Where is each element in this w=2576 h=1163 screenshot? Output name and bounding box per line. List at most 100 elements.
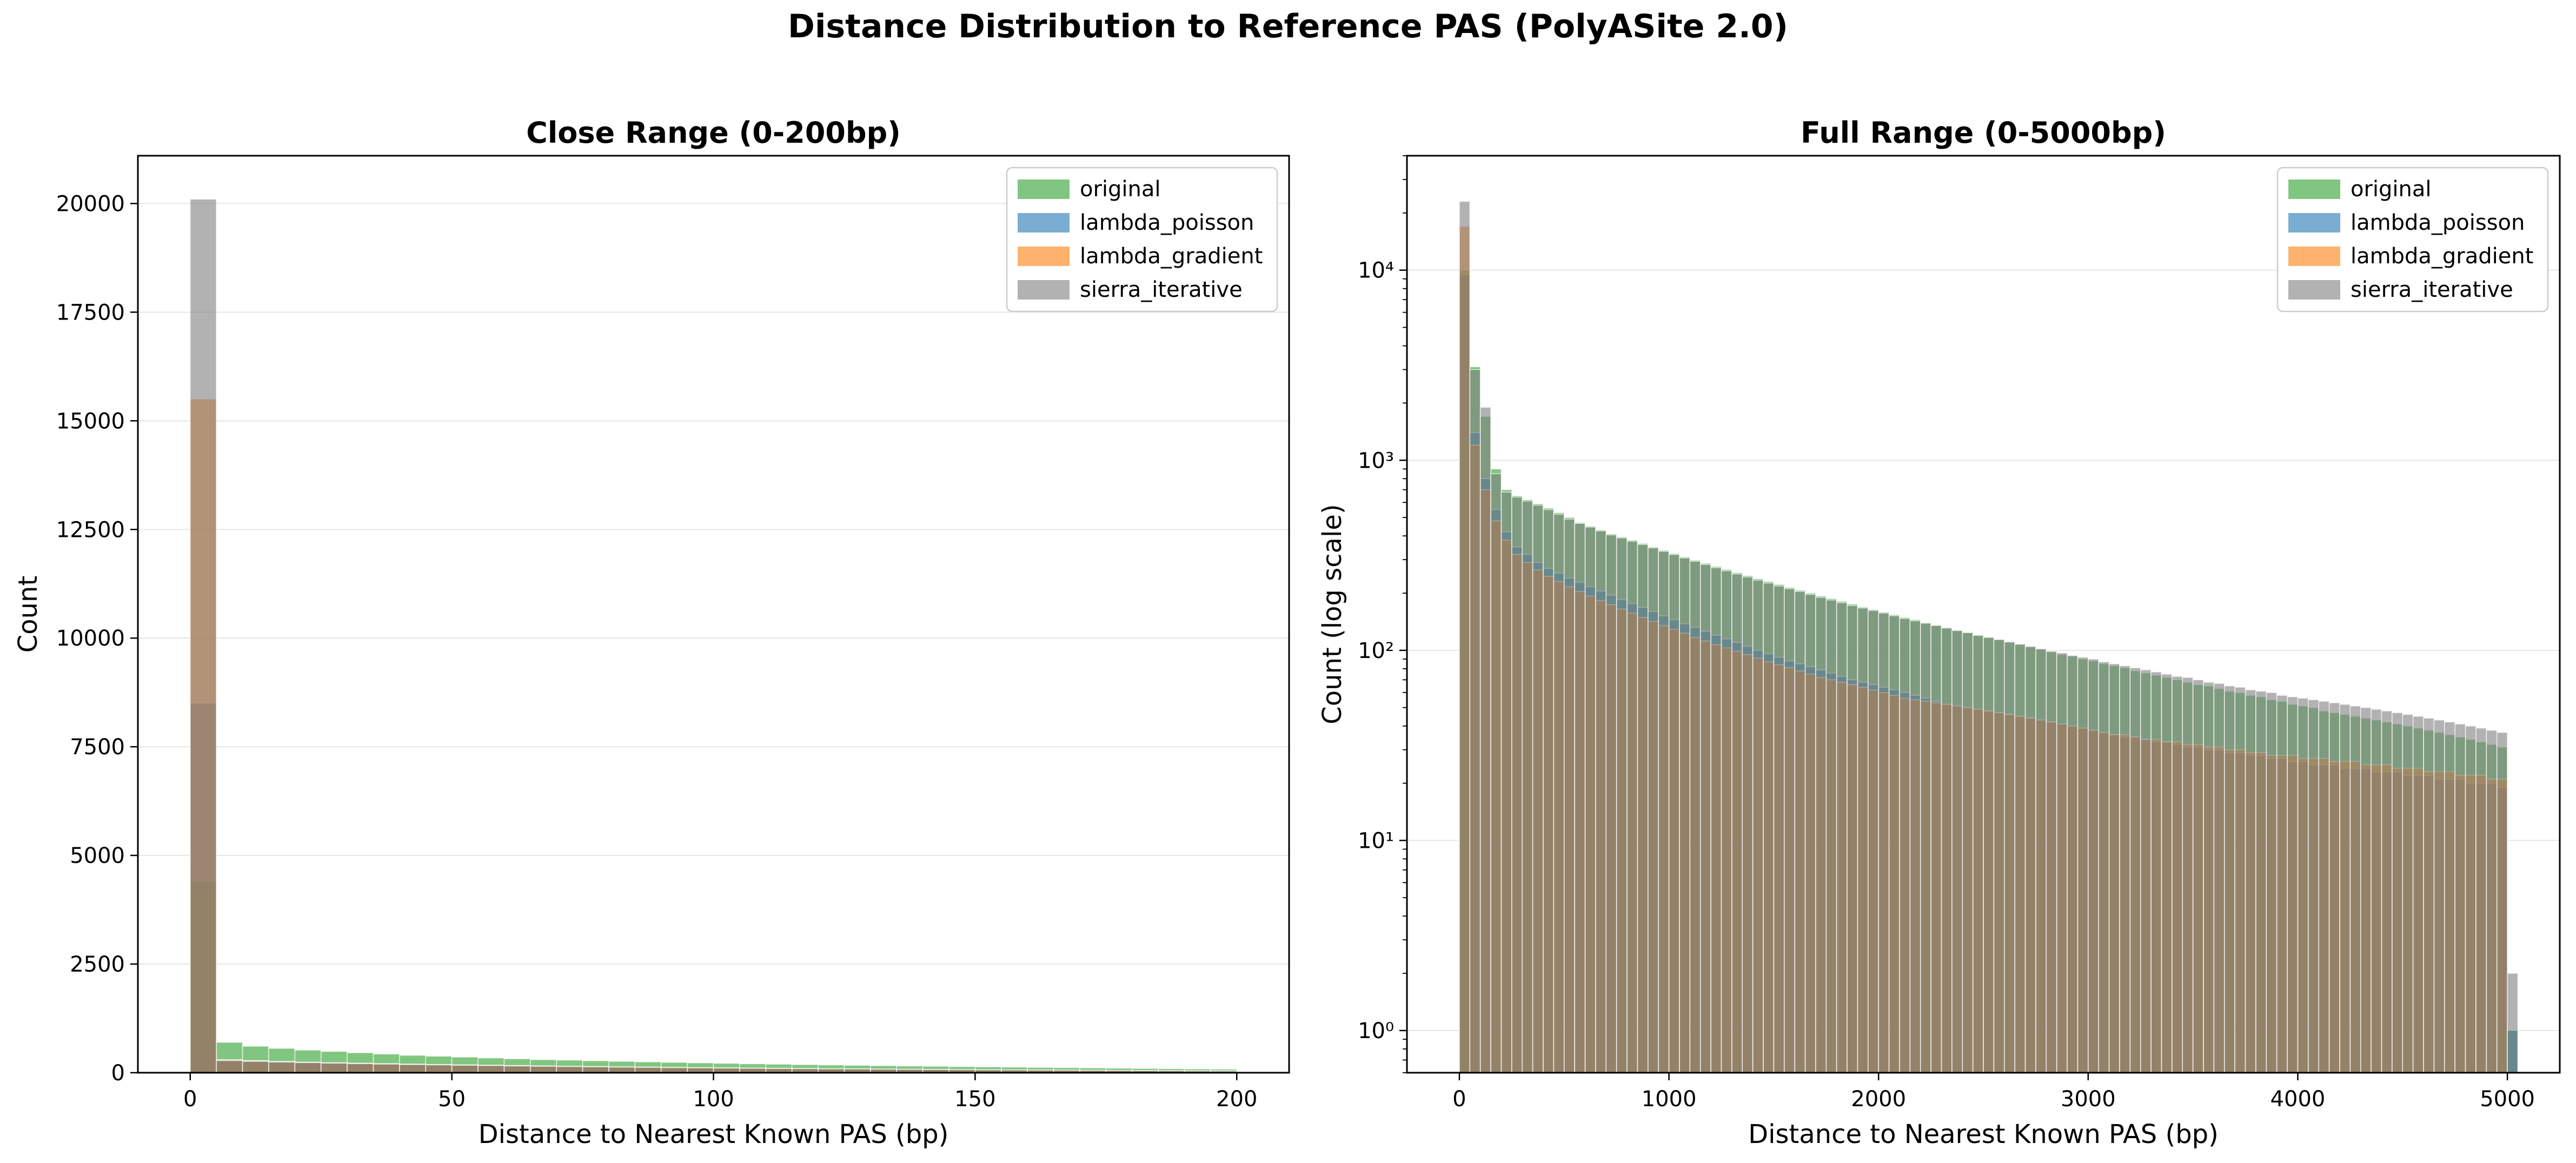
- x-axis-label: Distance to Nearest Known PAS (bp): [479, 1119, 949, 1149]
- legend-label-sierra_iterative: sierra_iterative: [2351, 277, 2513, 302]
- bar-sierra_iterative: [582, 1066, 609, 1073]
- series-sierra_iterative: [190, 198, 1237, 1073]
- bar-sierra_iterative: [2119, 665, 2131, 1073]
- bar-sierra_iterative: [2024, 646, 2036, 1073]
- bar-sierra_iterative: [2433, 719, 2445, 1073]
- bar-sierra_iterative: [2172, 676, 2183, 1073]
- bar-sierra_iterative: [1637, 544, 1649, 1073]
- x-tick-label: 150: [954, 1087, 995, 1112]
- legend-box: [1006, 167, 1278, 313]
- bar-sierra_iterative: [2444, 721, 2455, 1073]
- x-tick-label: 100: [693, 1087, 734, 1112]
- figure-title: Distance Distribution to Reference PAS (…: [788, 8, 1788, 45]
- bar-sierra_iterative: [1479, 407, 1491, 1073]
- legend-label-lambda_poisson: lambda_poisson: [2351, 210, 2525, 235]
- bar-sierra_iterative: [2392, 712, 2404, 1073]
- bar-sierra_iterative: [608, 1066, 636, 1073]
- bar-sierra_iterative: [347, 1063, 374, 1073]
- bar-sierra_iterative: [2161, 674, 2173, 1073]
- bar-sierra_iterative: [1574, 523, 1586, 1073]
- bar-sierra_iterative: [1731, 573, 1743, 1073]
- bar-sierra_iterative: [2402, 714, 2414, 1073]
- bar-sierra_iterative: [2328, 702, 2340, 1073]
- bar-sierra_iterative: [1794, 591, 1806, 1073]
- bar-sierra_iterative: [2496, 732, 2508, 1073]
- bar-sierra_iterative: [2129, 667, 2141, 1073]
- x-tick-label: 4000: [2270, 1087, 2326, 1112]
- bar-sierra_iterative: [1459, 201, 1471, 1073]
- bar-sierra_iterative: [2192, 679, 2204, 1073]
- bar-sierra_iterative: [1930, 625, 1942, 1073]
- bar-sierra_iterative: [1983, 637, 1995, 1073]
- bar-sierra_iterative: [1804, 594, 1816, 1073]
- bar-sierra_iterative: [1490, 473, 1502, 1073]
- x-tick-label: 1000: [1642, 1087, 1697, 1112]
- y-tick-label: 10⁴: [1358, 258, 1394, 283]
- bar-sierra_iterative: [1595, 530, 1607, 1073]
- bar-sierra_iterative: [1668, 554, 1680, 1073]
- bar-sierra_iterative: [294, 1062, 322, 1073]
- legend-swatch-lambda_poisson: [2288, 213, 2340, 232]
- legend-label-original: original: [2351, 177, 2432, 202]
- bar-sierra_iterative: [2213, 683, 2225, 1073]
- bar-sierra_iterative: [2035, 648, 2047, 1073]
- bar-sierra_iterative: [1501, 491, 1512, 1073]
- chart-title: Close Range (0-200bp): [526, 116, 901, 150]
- series-lambda_gradient: [190, 398, 1237, 1073]
- bar-sierra_iterative: [2318, 701, 2330, 1073]
- bar-sierra_iterative: [2475, 727, 2487, 1073]
- x-tick-label: 3000: [2061, 1087, 2116, 1112]
- y-tick-label: 15000: [56, 409, 125, 434]
- bar-sierra_iterative: [1993, 639, 2005, 1073]
- bar-sierra_iterative: [2203, 681, 2215, 1073]
- bar-sierra_iterative: [2349, 705, 2361, 1073]
- bar-sierra_iterative: [2255, 690, 2267, 1073]
- bar-sierra_iterative: [1616, 537, 1628, 1073]
- bar-sierra_iterative: [2308, 699, 2319, 1073]
- bar-sierra_iterative: [1909, 620, 1921, 1073]
- legend-swatch-sierra_iterative: [1018, 280, 1070, 300]
- bar-sierra_iterative: [268, 1061, 296, 1073]
- legend-swatch-lambda_gradient: [1018, 247, 1070, 266]
- bar-sierra_iterative: [1563, 519, 1575, 1073]
- y-tick-label: 5000: [70, 843, 125, 868]
- y-tick-label: 10000: [56, 626, 125, 651]
- x-axis-label: Distance to Nearest Known PAS (bp): [1748, 1119, 2219, 1149]
- y-tick-label: 7500: [70, 735, 125, 760]
- y-tick-label: 10¹: [1358, 828, 1394, 853]
- legend-box: [2276, 167, 2549, 313]
- bar-sierra_iterative: [2360, 707, 2372, 1073]
- legend-label-lambda_gradient: lambda_gradient: [2351, 244, 2533, 269]
- bar-sierra_iterative: [2245, 689, 2256, 1073]
- y-tick-label: 17500: [56, 300, 125, 325]
- series-lambda_poisson: [190, 703, 1237, 1073]
- bar-sierra_iterative: [477, 1065, 505, 1073]
- y-tick-label: 10²: [1358, 639, 1394, 663]
- bar-sierra_iterative: [503, 1065, 531, 1073]
- bar-sierra_iterative: [2046, 650, 2057, 1073]
- x-tick-label: 200: [1216, 1087, 1257, 1112]
- legend-label-original: original: [1080, 177, 1161, 202]
- legend-swatch-original: [1018, 180, 1070, 199]
- bar-sierra_iterative: [373, 1064, 400, 1073]
- bar-sierra_iterative: [399, 1064, 427, 1073]
- bar-sierra_iterative: [1532, 504, 1544, 1073]
- bar-sierra_iterative: [1972, 635, 1984, 1073]
- bar-sierra_iterative: [320, 1062, 348, 1073]
- legend-label-lambda_gradient: lambda_gradient: [1080, 244, 1263, 269]
- y-tick-label: 12500: [56, 517, 125, 542]
- bar-sierra_iterative: [2507, 973, 2519, 1073]
- bar-sierra_iterative: [242, 1061, 269, 1073]
- bar-sierra_iterative: [530, 1066, 557, 1073]
- x-tick-label: 5000: [2480, 1087, 2535, 1112]
- bar-sierra_iterative: [1553, 514, 1565, 1073]
- bar-sierra_iterative: [1469, 369, 1481, 1073]
- bar-sierra_iterative: [2182, 677, 2194, 1073]
- bar-sierra_iterative: [1920, 622, 1931, 1073]
- bar-sierra_iterative: [1648, 547, 1659, 1073]
- bar-sierra_iterative: [2014, 643, 2026, 1073]
- bar-sierra_iterative: [1836, 602, 1848, 1073]
- bar-sierra_iterative: [2486, 729, 2498, 1073]
